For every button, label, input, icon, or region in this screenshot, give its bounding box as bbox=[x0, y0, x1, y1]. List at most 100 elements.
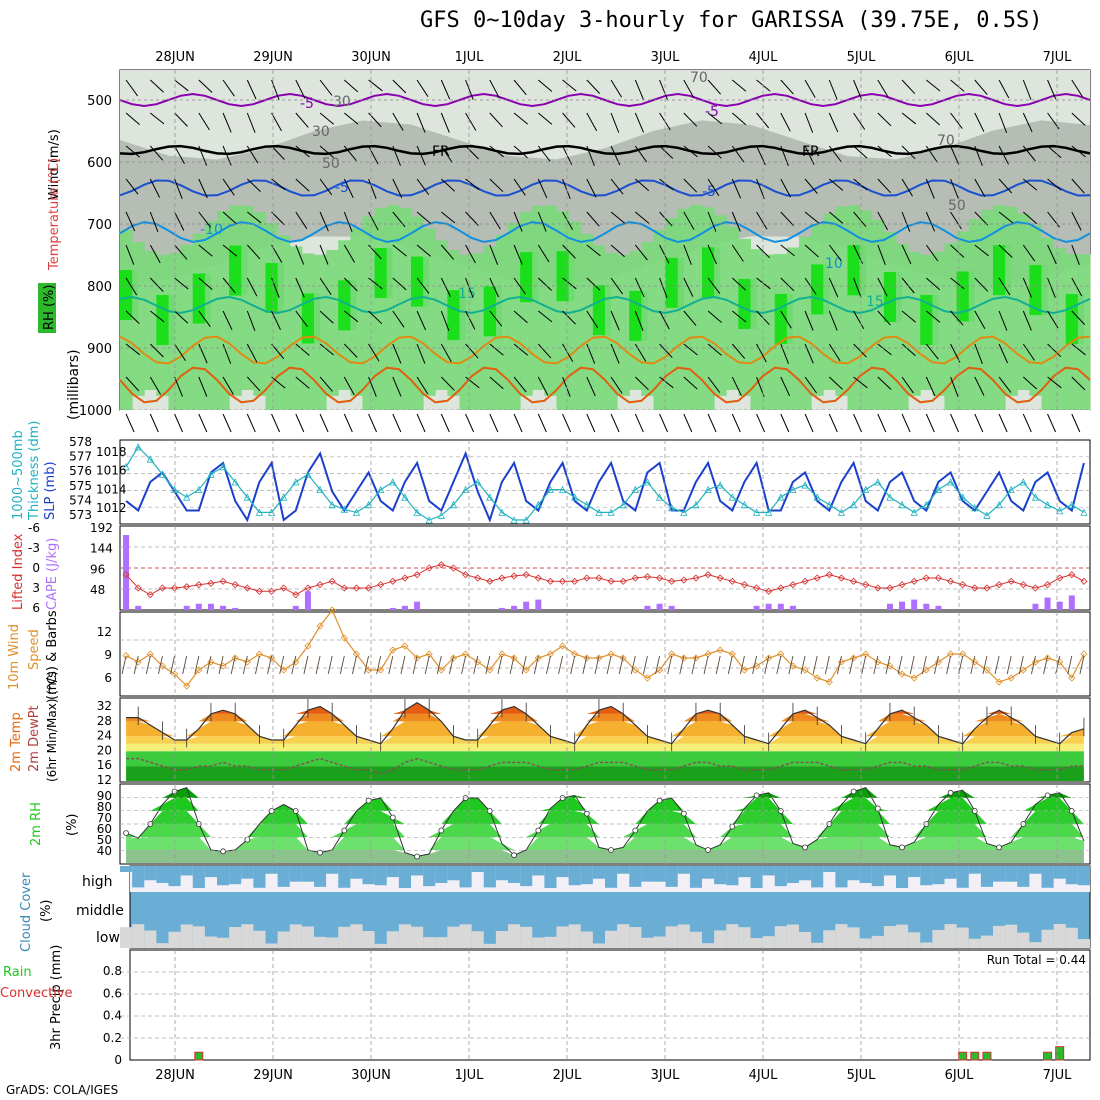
thickness-point bbox=[1068, 500, 1076, 509]
surface-barb bbox=[465, 413, 475, 433]
wind-barb bbox=[1071, 112, 1086, 126]
wind-barb bbox=[901, 277, 915, 294]
cloud-low-bar bbox=[859, 938, 872, 948]
wind-barb bbox=[465, 145, 479, 160]
lifted-index-point bbox=[413, 571, 421, 579]
contour-label: -5 bbox=[335, 180, 349, 196]
wind-barb bbox=[489, 310, 503, 327]
cloud-high-bar bbox=[483, 866, 496, 888]
wind-speed-point bbox=[328, 606, 336, 614]
wind-barb bbox=[174, 343, 186, 361]
wind-barb bbox=[974, 244, 989, 257]
wind-barb bbox=[150, 112, 165, 125]
wind-barb bbox=[853, 112, 866, 130]
lifted-index-point bbox=[801, 577, 809, 585]
wind-speed-point bbox=[716, 646, 724, 654]
cape-bar bbox=[911, 599, 918, 610]
date-label-bottom: 7JUL bbox=[1043, 1068, 1073, 1083]
tick-label: 0.8 bbox=[103, 964, 122, 978]
wind-barb bbox=[513, 376, 527, 393]
wind-speed-point bbox=[1019, 666, 1027, 674]
ylabel-rh2m-unit: (%) bbox=[65, 814, 80, 837]
wind-barb bbox=[343, 145, 357, 162]
cape-bar bbox=[935, 605, 942, 610]
cloud-high-bar bbox=[289, 866, 302, 882]
wind-barb bbox=[343, 178, 354, 199]
cloud-low-bar bbox=[605, 930, 618, 948]
tick-label: 576 bbox=[69, 464, 92, 478]
wind-barb bbox=[562, 112, 576, 128]
wind-barb bbox=[319, 244, 329, 265]
wind-barb bbox=[125, 244, 135, 265]
wind-barb bbox=[950, 244, 965, 258]
lifted-index-point bbox=[461, 571, 470, 579]
wind-barb bbox=[392, 343, 402, 364]
wind-barb bbox=[731, 79, 747, 92]
wind-barb bbox=[804, 112, 814, 133]
surface-barb bbox=[416, 413, 426, 433]
wind-barb bbox=[125, 178, 139, 195]
wind-barb bbox=[804, 310, 814, 331]
wind-speed-point bbox=[534, 654, 542, 662]
precip-bar bbox=[194, 1051, 204, 1061]
thickness-point bbox=[959, 493, 967, 501]
wind-barb bbox=[222, 112, 232, 133]
wind-barb bbox=[756, 343, 767, 363]
wind-barb bbox=[659, 310, 670, 330]
wind-barb bbox=[610, 376, 623, 394]
cloud-low-bar bbox=[883, 926, 896, 948]
thickness-point bbox=[1007, 485, 1015, 493]
wind-barb bbox=[198, 343, 208, 364]
cloud-high-bar bbox=[447, 866, 460, 881]
wind-barb bbox=[368, 343, 380, 362]
temperature-contour bbox=[119, 221, 1091, 243]
surface-barb bbox=[198, 413, 208, 433]
wind-barb bbox=[634, 376, 649, 391]
rh-column bbox=[908, 252, 921, 396]
cloud-high-bar bbox=[120, 866, 133, 872]
date-label-top: 1JUL bbox=[455, 50, 485, 65]
rh-point bbox=[462, 795, 469, 801]
thickness-point bbox=[1031, 493, 1040, 501]
cloud-high-bar bbox=[350, 866, 363, 879]
surface-barb bbox=[125, 413, 135, 433]
wind-barb bbox=[634, 178, 650, 192]
cloud-low-bar bbox=[920, 942, 933, 948]
tick-label: 3 bbox=[32, 581, 40, 595]
cape-bar bbox=[656, 603, 663, 610]
lifted-index-point bbox=[862, 581, 870, 589]
lifted-index-point bbox=[922, 574, 930, 582]
date-label-bottom: 6JUL bbox=[945, 1068, 975, 1083]
lifted-index-point bbox=[728, 577, 736, 585]
wind-barb bbox=[343, 211, 353, 232]
thickness-point bbox=[619, 500, 627, 509]
wind-barb bbox=[1022, 178, 1038, 191]
wind-barb bbox=[343, 79, 359, 93]
rh-point bbox=[680, 810, 687, 817]
cloud-low-bar bbox=[338, 926, 351, 948]
wind-barb bbox=[198, 211, 212, 228]
rh-column bbox=[314, 254, 327, 410]
wind-barb bbox=[513, 112, 529, 125]
cloud-high-bar bbox=[556, 866, 569, 878]
lifted-index-point bbox=[607, 577, 615, 585]
ylabel-precip-total: Total / Rain bbox=[0, 965, 32, 980]
wind-barb bbox=[149, 145, 164, 161]
wind-barb bbox=[537, 244, 550, 263]
wind-barb bbox=[853, 178, 868, 191]
rh-point bbox=[244, 836, 251, 843]
tick-label: -6 bbox=[28, 521, 40, 535]
rh-band bbox=[126, 837, 1084, 850]
contour-label: FR bbox=[432, 144, 450, 160]
surface-barb bbox=[319, 413, 329, 433]
wind-barb bbox=[440, 178, 456, 192]
wind10m-barb bbox=[279, 655, 285, 675]
cape-bar bbox=[220, 605, 227, 610]
wind-barb bbox=[1022, 112, 1033, 133]
lifted-index-point bbox=[377, 581, 385, 589]
cloud-high-bar bbox=[338, 866, 351, 888]
cloud-low-bar bbox=[702, 943, 715, 948]
cloud-low-bar bbox=[835, 924, 848, 948]
cloud-low-bar bbox=[1065, 927, 1078, 948]
wind-barb bbox=[925, 112, 941, 126]
